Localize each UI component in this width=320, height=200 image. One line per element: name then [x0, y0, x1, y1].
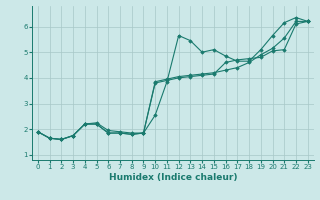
- X-axis label: Humidex (Indice chaleur): Humidex (Indice chaleur): [108, 173, 237, 182]
